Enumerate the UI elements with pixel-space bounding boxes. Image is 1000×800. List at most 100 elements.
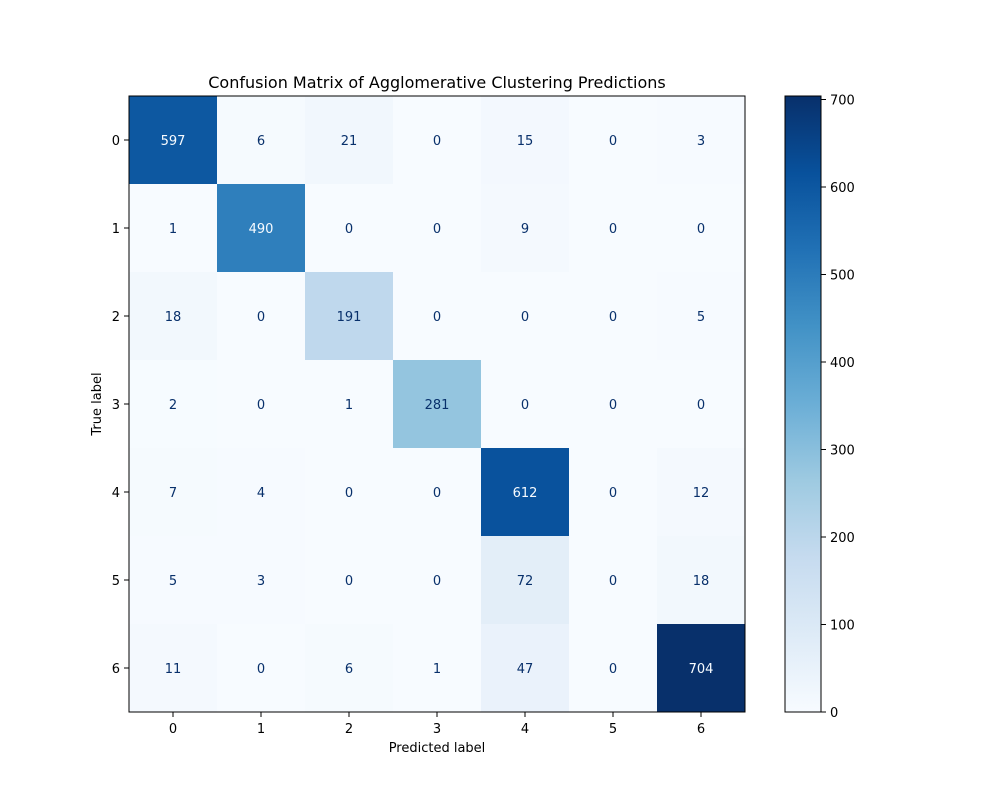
heatmap-cell (393, 184, 482, 273)
cell-value-label: 0 (345, 222, 353, 237)
colorbar-tick-label: 400 (830, 356, 855, 371)
heatmap-cell (481, 624, 570, 713)
colorbar-tick-label: 500 (830, 269, 855, 284)
colorbar-tick-label: 200 (830, 531, 855, 546)
heatmap-cell (129, 536, 218, 625)
heatmap-cell (305, 448, 394, 537)
cell-value-label: 490 (249, 222, 274, 237)
cell-value-label: 0 (345, 574, 353, 589)
heatmap-cell (481, 536, 570, 625)
heatmap-cell (393, 624, 482, 713)
x-axis-label: Predicted label (389, 741, 486, 756)
cell-value-label: 72 (517, 574, 534, 589)
cell-value-label: 0 (609, 222, 617, 237)
cell-value-label: 3 (697, 134, 705, 149)
x-tick-label: 4 (521, 722, 529, 737)
cell-value-label: 0 (521, 398, 529, 413)
cell-value-label: 0 (697, 398, 705, 413)
y-tick-label: 3 (112, 398, 120, 413)
y-tick-label: 2 (112, 310, 120, 325)
colorbar-tick-label: 300 (830, 444, 855, 459)
cell-value-label: 0 (609, 662, 617, 677)
cell-value-label: 0 (257, 398, 265, 413)
heatmap-cell (481, 272, 570, 361)
cell-value-label: 0 (257, 662, 265, 677)
heatmap-cell (481, 96, 570, 185)
cell-value-label: 0 (609, 574, 617, 589)
y-tick-label: 5 (112, 574, 120, 589)
heatmap-cell (217, 360, 306, 449)
cell-value-label: 2 (169, 398, 177, 413)
heatmap-cell (393, 96, 482, 185)
cell-value-label: 0 (609, 398, 617, 413)
cell-value-label: 281 (425, 398, 450, 413)
chart-title: Confusion Matrix of Agglomerative Cluste… (208, 73, 666, 92)
heatmap-cell (129, 272, 218, 361)
cell-value-label: 18 (165, 310, 182, 325)
heatmap-cell (217, 624, 306, 713)
heatmap-cell (393, 272, 482, 361)
y-tick-label: 0 (112, 134, 120, 149)
heatmap-cell (305, 96, 394, 185)
heatmap-cell (129, 624, 218, 713)
heatmap-cell (569, 184, 658, 273)
cell-value-label: 0 (257, 310, 265, 325)
cell-value-label: 0 (433, 310, 441, 325)
cell-value-label: 0 (433, 134, 441, 149)
heatmap-cell (217, 184, 306, 273)
x-tick-label: 3 (433, 722, 441, 737)
cell-value-label: 191 (337, 310, 362, 325)
x-tick-label: 0 (169, 722, 177, 737)
heatmap-cell (569, 536, 658, 625)
cell-value-label: 21 (341, 134, 358, 149)
y-axis-label: True label (90, 372, 105, 436)
y-tick-label: 6 (112, 662, 120, 677)
heatmap-cell (217, 448, 306, 537)
cell-value-label: 15 (517, 134, 534, 149)
heatmap-cell (129, 184, 218, 273)
heatmap-cell (305, 624, 394, 713)
heatmap-cell (393, 360, 482, 449)
colorbar-tick-label: 600 (830, 181, 855, 196)
heatmap-cell (657, 96, 746, 185)
x-tick-label: 2 (345, 722, 353, 737)
heatmap-cell (217, 536, 306, 625)
cell-value-label: 5 (169, 574, 177, 589)
cell-value-label: 612 (513, 486, 538, 501)
cell-value-labels: 597 6 21 0 15 0 31 490 0 0 9 0 018 0 191 0 0 0 52 0 1 281 0 0 07… (161, 134, 714, 677)
heatmap-cell (129, 360, 218, 449)
heatmap-cell (217, 272, 306, 361)
cell-value-label: 0 (609, 486, 617, 501)
cell-value-label: 0 (697, 222, 705, 237)
cell-value-label: 9 (521, 222, 529, 237)
cell-value-label: 1 (169, 222, 177, 237)
heatmap-cell (569, 624, 658, 713)
cell-value-label: 18 (693, 574, 710, 589)
heatmap-cell (305, 272, 394, 361)
heatmap-cell (305, 184, 394, 273)
cell-value-label: 0 (609, 310, 617, 325)
cell-value-label: 7 (169, 486, 177, 501)
heatmap-cell (129, 448, 218, 537)
cell-value-label: 0 (345, 486, 353, 501)
cell-value-label: 0 (433, 486, 441, 501)
heatmap-cell (569, 96, 658, 185)
heatmap-cell (305, 536, 394, 625)
cell-value-label: 5 (697, 310, 705, 325)
colorbar-tick-label: 700 (830, 94, 855, 109)
heatmap-cell (657, 448, 746, 537)
cell-value-label: 0 (521, 310, 529, 325)
heatmap-cell (657, 624, 746, 713)
heatmap-cell (569, 448, 658, 537)
heatmap-cell (569, 272, 658, 361)
heatmap-cell (657, 184, 746, 273)
heatmap-cell (657, 272, 746, 361)
colorbar-ticks: 0 100 200 300 400 500 600 700 (821, 94, 855, 721)
cell-value-label: 11 (165, 662, 182, 677)
heatmap-cell (657, 536, 746, 625)
colorbar (784, 95, 822, 713)
x-tick-label: 6 (697, 722, 705, 737)
heatmap-cell (481, 184, 570, 273)
cell-value-label: 4 (257, 486, 265, 501)
